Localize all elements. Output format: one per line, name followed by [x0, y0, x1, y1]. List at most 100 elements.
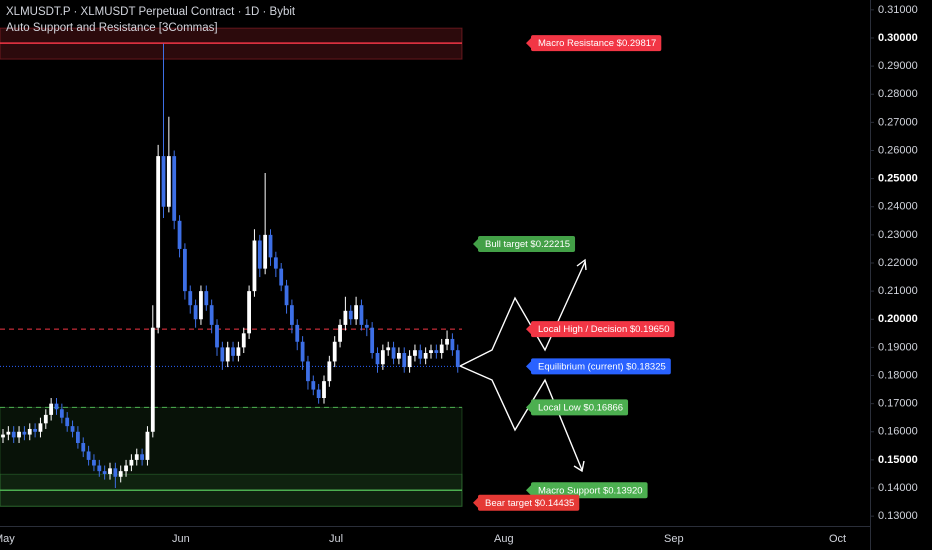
level-label: Bull target $0.22215 [485, 239, 570, 250]
candle-body [423, 353, 428, 359]
plot-area [0, 27, 463, 507]
y-tick-label: 0.25000 [878, 173, 918, 185]
level-tag-box [531, 321, 675, 338]
candle-body [322, 381, 326, 399]
candle-body [134, 454, 139, 460]
candle-body [273, 257, 278, 269]
candle-body [33, 428, 37, 432]
x-tick-label: May [0, 533, 15, 545]
candle-body [43, 414, 48, 424]
candle-body [129, 459, 134, 466]
y-tick-label: 0.18000 [878, 369, 918, 381]
y-tick-label: 0.19000 [878, 341, 918, 353]
candle-body [247, 291, 251, 334]
y-tick-label: 0.29000 [878, 60, 918, 72]
candle-body [97, 465, 102, 472]
candle-body [279, 268, 284, 286]
candle-body [236, 347, 241, 356]
candle-body [439, 344, 444, 354]
candle-body [450, 338, 455, 351]
level-tag-box [531, 358, 671, 375]
candle-body [65, 417, 70, 427]
bull-arrowhead [576, 258, 587, 271]
candle-body [27, 428, 32, 435]
candle-body [284, 285, 289, 306]
bear-arrowhead [573, 460, 585, 473]
candle-body [54, 403, 59, 410]
candle-body [338, 324, 342, 342]
candle-body [209, 305, 214, 325]
level-label: Bear target $0.14435 [485, 498, 574, 509]
y-tick-label: 0.28000 [878, 88, 918, 100]
y-tick-label: 0.15000 [878, 454, 918, 466]
candle-body [225, 347, 230, 362]
candle-body [455, 350, 460, 368]
candle-body [252, 240, 257, 292]
candle-body [6, 431, 11, 435]
candle-body [108, 468, 112, 474]
level-tag-pointer [526, 485, 531, 496]
candle-body [391, 347, 396, 359]
candle-body [118, 471, 123, 477]
level-tag: Equilibrium (current) $0.18325 [526, 358, 671, 375]
candle-body [241, 333, 246, 348]
candle-body [81, 443, 86, 452]
candle-body [161, 156, 166, 207]
level-tag-pointer [473, 238, 478, 249]
candle-body [166, 156, 171, 207]
y-tick-label: 0.20000 [878, 313, 918, 325]
level-tag-box [478, 235, 576, 252]
candle-body [257, 240, 262, 269]
candle-body [311, 381, 316, 390]
chart-subtitle: Auto Support and Resistance [3Commas] [6, 22, 218, 34]
candle-body [354, 305, 358, 320]
candle-body [183, 248, 187, 292]
candle-body [59, 409, 64, 418]
candle-body [193, 305, 198, 320]
candle-body [38, 423, 43, 432]
candle-body [316, 389, 321, 399]
candle-body [445, 338, 449, 345]
candle-body [150, 327, 155, 432]
bull-path [459, 261, 586, 367]
candle-body [102, 471, 107, 474]
candle-body [17, 431, 21, 438]
candle-body [402, 353, 407, 368]
level-tag-box [478, 494, 580, 511]
level-label: Equilibrium (current) $0.18325 [538, 361, 666, 372]
y-tick-label: 0.24000 [878, 201, 918, 213]
y-tick-label: 0.31000 [878, 4, 918, 16]
candle-body [375, 353, 380, 365]
candle-body [300, 341, 305, 362]
candle-body [263, 234, 268, 269]
y-tick-label: 0.22000 [878, 257, 918, 269]
y-tick-label: 0.13000 [878, 510, 918, 522]
candle-body [332, 341, 337, 362]
y-tick-label: 0.30000 [878, 32, 918, 44]
y-tick-label: 0.23000 [878, 229, 918, 241]
candle-body [290, 305, 294, 325]
candle-body [231, 347, 235, 356]
candle-body [370, 327, 375, 354]
candle-body [11, 431, 16, 438]
x-tick-label: Aug [494, 533, 514, 545]
level-tag-box [531, 482, 648, 499]
candle-body [172, 156, 177, 221]
y-tick-label: 0.16000 [878, 426, 918, 438]
level-label: Macro Resistance $0.29817 [538, 38, 656, 49]
level-tag: Macro Resistance $0.29817 [526, 35, 662, 52]
candle-body [220, 347, 225, 362]
candle-body [204, 291, 209, 306]
candle-body [418, 350, 423, 359]
candle-body [156, 156, 161, 328]
candle-body [49, 403, 54, 415]
candle-body [434, 350, 439, 354]
candle-body [397, 353, 401, 359]
candle-body [177, 220, 182, 249]
candle-body [268, 234, 273, 258]
y-tick-label: 0.27000 [878, 116, 918, 128]
candle-body [145, 431, 150, 460]
candle-body [327, 361, 332, 382]
